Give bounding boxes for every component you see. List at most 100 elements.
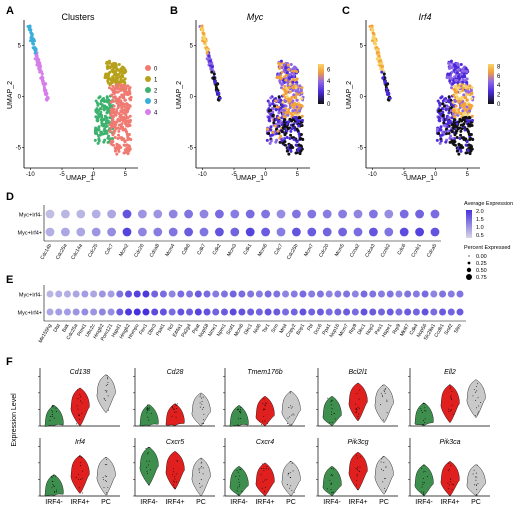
data-point [285, 122, 289, 126]
data-point [283, 90, 287, 94]
data-point [125, 143, 129, 147]
gene-label: Mcm5 [334, 243, 346, 258]
dot [353, 227, 363, 237]
gene-label: Ncl [167, 323, 176, 332]
data-point [124, 129, 128, 133]
data-point [28, 28, 32, 32]
violin-plots: Cd138 Cd28 Tmem176b Bcl2l1 Ell2 Irf4 IRF4- IRF4… [38, 368, 490, 506]
data-point [200, 24, 204, 28]
data-point [127, 88, 131, 92]
gene-label: Cdc14b [39, 243, 53, 261]
data-point [108, 66, 112, 70]
data-point [447, 95, 451, 99]
data-point [115, 152, 119, 156]
violin-group-label: PC [101, 499, 111, 506]
data-point [469, 132, 473, 136]
violin-point [452, 413, 454, 415]
data-point [208, 59, 212, 63]
dot [177, 290, 185, 298]
data-point [467, 103, 471, 107]
data-point [286, 63, 290, 67]
data-point [113, 122, 117, 126]
violin-point [264, 479, 266, 481]
violin-point [200, 458, 202, 460]
violin-point [175, 487, 177, 489]
dot [199, 209, 209, 219]
data-point [293, 78, 297, 82]
data-point [111, 133, 115, 137]
dot [220, 308, 228, 316]
data-point [274, 117, 278, 121]
violin-point [450, 397, 452, 399]
data-point [450, 70, 454, 74]
data-point [267, 131, 271, 135]
colorbar-tick-label: 6 [327, 68, 331, 74]
violin-point [238, 425, 239, 427]
data-point [299, 88, 303, 92]
violin-point [358, 413, 360, 415]
data-point [205, 48, 209, 52]
dot [343, 308, 351, 316]
dot [351, 290, 359, 298]
data-point [106, 66, 110, 70]
gene-label: Mcm4 [164, 243, 176, 258]
dot [360, 290, 368, 298]
data-point [99, 99, 103, 103]
data-point [461, 80, 465, 84]
data-point [298, 109, 302, 113]
data-point [455, 122, 459, 126]
violin-point [239, 475, 241, 477]
data-point [276, 119, 280, 123]
dot [343, 290, 351, 298]
colorbar-tick-label: 8 [497, 64, 501, 70]
dot [264, 290, 272, 298]
colorbar-tick-label: 4 [497, 83, 501, 89]
data-point [452, 93, 456, 97]
dot [46, 308, 54, 316]
data-point [98, 106, 102, 110]
violin-point [383, 456, 385, 458]
data-point [470, 137, 474, 141]
violin-point [174, 476, 176, 478]
data-point [297, 103, 301, 107]
data-point [99, 110, 103, 114]
gene-label: Dlst [52, 322, 62, 333]
gene-label: Mcm6 [257, 243, 269, 258]
data-point [440, 133, 444, 137]
violin-point [263, 468, 265, 470]
violin-point [382, 396, 383, 398]
violin-point [384, 487, 386, 489]
violin-point [240, 409, 242, 410]
violin-point [238, 486, 240, 488]
data-point [109, 108, 113, 112]
data-point [271, 102, 275, 106]
data-point [465, 140, 469, 144]
data-point [112, 66, 116, 70]
violin-point [333, 412, 335, 414]
data-point [437, 116, 441, 120]
violin-point [201, 422, 203, 424]
violin-point [79, 455, 81, 457]
data-point [277, 76, 281, 80]
violin-point [290, 407, 292, 409]
dot [247, 290, 255, 298]
violin-point [173, 424, 175, 426]
data-point [278, 64, 282, 68]
violin-shape [440, 460, 460, 497]
data-point [461, 77, 465, 81]
dot [116, 290, 124, 298]
dot [369, 308, 377, 316]
violin-point [203, 423, 205, 424]
data-point [117, 129, 121, 133]
data-point [118, 103, 122, 107]
data-point [128, 118, 132, 122]
data-point [439, 139, 443, 143]
data-point [39, 76, 43, 80]
violin-point [51, 409, 53, 411]
violin-point [106, 464, 108, 466]
data-point [33, 51, 37, 55]
violin-shape [70, 455, 90, 494]
y-tick-label: 5 [360, 44, 364, 50]
gene-label: Nol6 [252, 323, 262, 335]
data-point [113, 95, 117, 99]
